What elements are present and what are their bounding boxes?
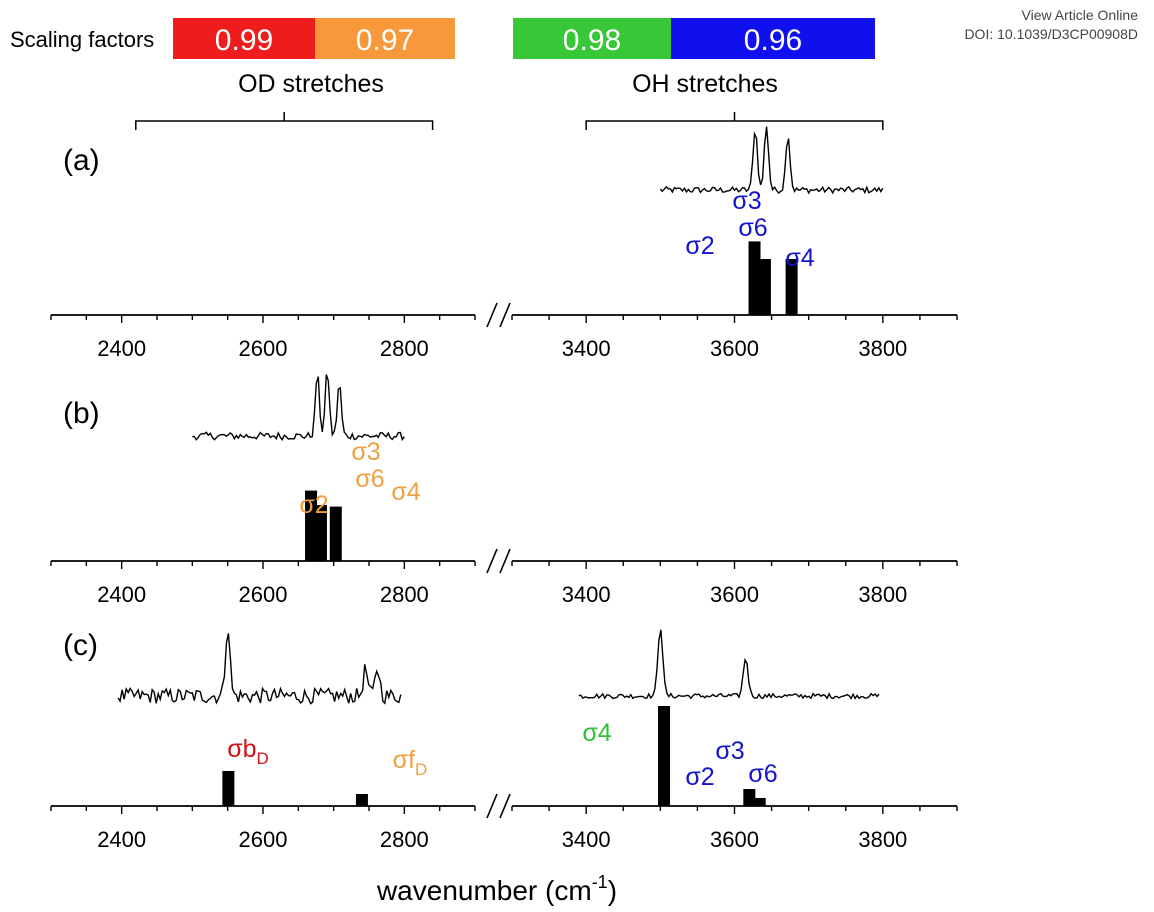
scale-box-od-1-value: 0.99: [215, 24, 273, 57]
scale-box-oh-2: [671, 18, 875, 59]
oh-bracket: [585, 112, 884, 130]
tick-label-3400: 3400: [562, 336, 611, 361]
panel-b-label: (b): [63, 397, 100, 430]
bar-1-0: [305, 490, 318, 561]
panel-a: (a) 2400 2600 2800 3400 3600 3800: [50, 126, 958, 361]
doi-text: DOI: 10.1039/D3CP00908D: [964, 26, 1138, 42]
spectrum-left-2: [117, 633, 402, 705]
tick-label-2400: 2400: [97, 827, 146, 852]
spectrum-1: [192, 374, 405, 442]
bar-0-0: [748, 241, 761, 315]
tick-label-2600: 2600: [239, 336, 288, 361]
tick-label-2600: 2600: [239, 827, 288, 852]
tick-label-3600: 3600: [710, 336, 759, 361]
peak-label-c-sigma2: σ2: [685, 763, 714, 791]
tick-label-2400: 2400: [97, 582, 146, 607]
axis-break-1: [486, 548, 511, 574]
panel-b: (b) 2400 2600 2800 3400 3600 3800: [50, 374, 958, 607]
spectrum-right-2: [578, 629, 880, 700]
scaling-factors-label: Scaling factors: [10, 27, 154, 52]
bar-2-2: [658, 706, 671, 806]
tick-label-2800: 2800: [380, 336, 429, 361]
tick-label-2800: 2800: [380, 827, 429, 852]
bar-0-2: [785, 259, 798, 315]
peak-label-c-sigma-fd-sub: D: [415, 760, 427, 779]
tick-label-2600: 2600: [239, 582, 288, 607]
scale-box-od-2-value: 0.97: [356, 24, 414, 57]
od-bracket: [135, 112, 434, 130]
peak-label-c-sigma-fd: σfD: [393, 746, 428, 779]
x-axis-title-main: wavenumber (cm: [376, 875, 592, 906]
oh-stretches-label: OH stretches: [632, 70, 778, 98]
peak-label-c-sigma4: σ4: [582, 719, 611, 747]
bar-1-1: [314, 505, 327, 561]
bar-2-3: [743, 789, 756, 806]
panel-a-label: (a): [63, 144, 100, 177]
x-axis-title-superscript: -1: [592, 872, 608, 892]
peak-label-c-sigma6: σ6: [748, 760, 777, 788]
peak-label-b-sigma2: σ2: [299, 491, 328, 519]
od-stretches-label: OD stretches: [238, 70, 384, 98]
peak-label-b-sigma4: σ4: [391, 478, 420, 506]
peak-label-c-sigma3: σ3: [715, 737, 744, 765]
stretch-brackets: [135, 112, 884, 130]
peak-label-c-sigma-bd: σbD: [227, 735, 269, 768]
peak-label-a-sigma2: σ2: [685, 232, 714, 260]
bar-2-1: [355, 794, 368, 806]
peak-label-a-sigma6: σ6: [738, 214, 767, 242]
tick-label-3600: 3600: [710, 582, 759, 607]
panel-c-label: (c): [63, 629, 98, 662]
panel-c: (c) 2400 2600 2800 3400 3600 3800: [50, 629, 958, 852]
peak-label-b-sigma3: σ3: [351, 438, 380, 466]
x-axis-title: wavenumber (cm-1): [376, 872, 617, 906]
tick-label-3600: 3600: [710, 827, 759, 852]
axis-break-0: [486, 302, 511, 328]
peak-label-a-sigma3: σ3: [732, 187, 761, 215]
scale-box-oh-2-value: 0.96: [744, 24, 802, 57]
scale-box-oh-1-value: 0.98: [563, 24, 621, 57]
bar-2-4: [753, 798, 766, 806]
tick-label-3400: 3400: [562, 827, 611, 852]
bar-0-1: [758, 259, 771, 315]
tick-label-3400: 3400: [562, 582, 611, 607]
scale-box-od-1: [173, 18, 315, 59]
x-axis-title-end: ): [608, 875, 617, 906]
tick-label-2400: 2400: [97, 336, 146, 361]
peak-label-b-sigma6: σ6: [355, 465, 384, 493]
view-article-link[interactable]: View Article Online: [1022, 7, 1139, 23]
scale-box-oh-1: [513, 18, 671, 59]
tick-label-3800: 3800: [858, 582, 907, 607]
peak-label-c-sigma-bd-main: σb: [227, 735, 256, 763]
panel-b-peak-labels: σ2 σ3 σ6 σ4: [299, 438, 420, 519]
tick-label-2800: 2800: [380, 582, 429, 607]
tick-label-3800: 3800: [858, 336, 907, 361]
bar-1-2: [329, 506, 342, 561]
bar-2-0: [222, 771, 235, 806]
scale-box-od-2: [315, 18, 455, 59]
peak-label-a-sigma4: σ4: [785, 244, 814, 272]
tick-label-3800: 3800: [858, 827, 907, 852]
panel-c-peak-labels: σbD σfD σ4 σ2 σ3 σ6: [227, 719, 777, 791]
peak-label-c-sigma-bd-sub: D: [257, 749, 269, 768]
axis-break-2: [486, 793, 511, 819]
peak-label-c-sigma-fd-main: σf: [393, 746, 415, 774]
panel-a-peak-labels: σ2 σ3 σ6 σ4: [685, 187, 814, 272]
spectrum-0: [659, 126, 884, 195]
scaling-factor-boxes: 0.99 0.97 0.98 0.96: [173, 18, 875, 59]
